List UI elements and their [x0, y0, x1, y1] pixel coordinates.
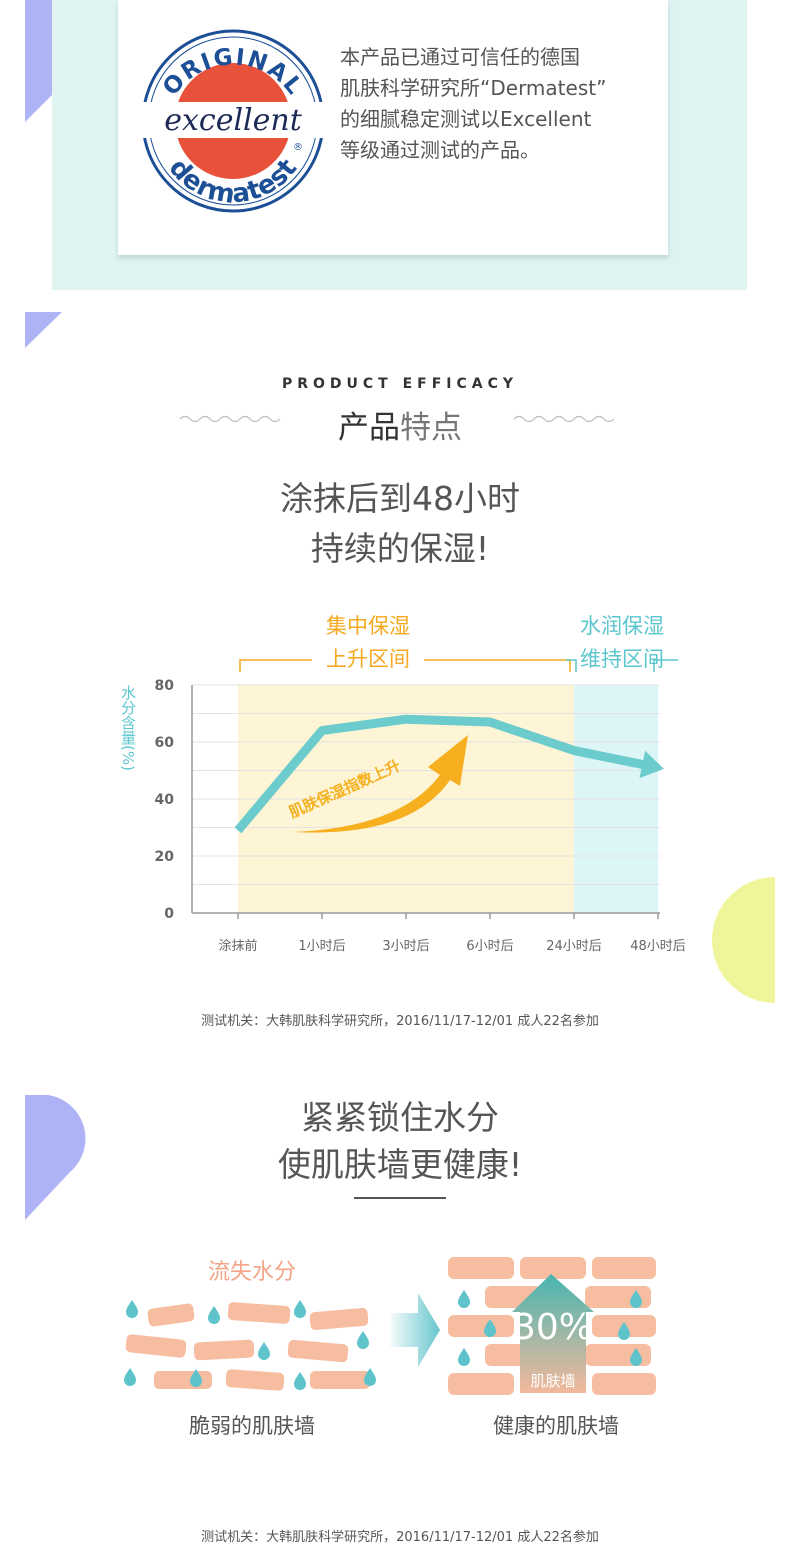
brick [520, 1257, 586, 1279]
moisture-headline-line2: 持续的保湿! [310, 529, 490, 568]
chart-phase-label: 水润保湿 [580, 614, 664, 638]
boost-caption: 肌肤墙 [530, 1372, 576, 1390]
brick [147, 1303, 195, 1327]
transition-arrow [390, 1293, 440, 1367]
brick [448, 1257, 514, 1279]
seal-middle-text: excellent [164, 103, 302, 138]
brick [310, 1371, 370, 1389]
chart-y-tick-label: 40 [155, 792, 175, 808]
yellow-half-circle [712, 877, 775, 1003]
purple-triangle-mid [25, 312, 62, 348]
wave-divider-left [179, 415, 281, 423]
healthy-skin-wall [448, 1257, 656, 1395]
weak-wall-label: 脆弱的肌肤墙 [189, 1414, 315, 1438]
moisture-chart: 0 20 40 60 80 水分含量(%) 涂抹前 1小时后 3小时后 6小时后 24小时后 48小时… [119, 614, 686, 954]
seal-middle-band [141, 102, 325, 138]
moisture-loss-label: 流失水分 [207, 1260, 296, 1285]
chart-phase-label: 集中保湿 [326, 614, 410, 638]
chart-x-tick-label: 24小时后 [546, 939, 602, 954]
chart-rise-arrow [292, 735, 468, 833]
chart-phase-label: 维持区间 [580, 647, 664, 671]
brick [309, 1307, 369, 1331]
purple-triangle-top [25, 0, 52, 122]
healthy-wall-label: 健康的肌肤墙 [493, 1414, 619, 1438]
chart-y-tick-label: 80 [155, 678, 175, 694]
section-eyebrow: PRODUCT EFFICACY [281, 376, 519, 392]
chart-phase-bracket [566, 659, 678, 672]
moisture-headline-line1: 涂抹后到48小时 [280, 479, 520, 518]
dermatest-seal: ORIGINAL excellent dermatest ® [141, 29, 325, 213]
boost-value: 30% [512, 1307, 593, 1348]
certificate-line: 等级通过测试的产品。 [340, 138, 540, 162]
brick [287, 1339, 349, 1363]
chart-x-tick-label: 3小时后 [382, 939, 429, 954]
chart-phase-label: 上升区间 [326, 647, 410, 671]
chart-y-tick-label: 20 [155, 849, 175, 865]
chart-x-tick-label: 1小时后 [298, 939, 345, 954]
skin-wall-illustration [124, 1257, 656, 1395]
chart-x-tick-label: 6小时后 [466, 939, 513, 954]
chart-x-tick-label: 48小时后 [630, 939, 686, 954]
section-title-light: 特点 [400, 410, 462, 446]
section-title-bold: 产品 [338, 410, 400, 446]
chart-series-arrowhead [639, 750, 664, 779]
wall-headline: 紧紧锁住水分 使肌肤墙更健康! [0, 1094, 800, 1188]
brick [154, 1371, 212, 1389]
brick [448, 1373, 514, 1395]
headline-underline [354, 1197, 446, 1199]
brick [448, 1315, 514, 1337]
moisture-headline: 涂抹后到48小时 持续的保湿! [0, 474, 800, 574]
chart-series-line [234, 714, 659, 834]
wave-divider-right [513, 415, 615, 423]
brick [193, 1339, 255, 1361]
purple-leaf-shape [25, 1095, 86, 1220]
wall-headline-line2: 使肌肤墙更健康! [277, 1145, 523, 1184]
chart-source-note: 测试机关：大韩肌肤科学研究所，2016/11/17-12/01 成人22名参加 [201, 1014, 599, 1029]
chart-y-tick-label: 60 [155, 735, 175, 751]
brick [592, 1257, 656, 1279]
certificate-line: 肌肤科学研究所“Dermatest” [340, 76, 607, 100]
certificate-line: 的细腻稳定测试以Excellent [340, 107, 592, 131]
chart-x-tick-label: 涂抹前 [218, 938, 257, 954]
wall-headline-line1: 紧紧锁住水分 [301, 1098, 499, 1137]
brick [225, 1369, 285, 1391]
chart-y-axis-label: 水分含量(%) [119, 685, 137, 771]
brick [592, 1373, 656, 1395]
certificate-line: 本产品已通过可信任的德国 [340, 45, 580, 69]
seal-registered-mark: ® [293, 142, 303, 153]
brick [125, 1334, 187, 1358]
chart-y-tick-label: 0 [164, 906, 174, 922]
brick [227, 1302, 291, 1324]
boost-arrow [512, 1274, 594, 1393]
section-title: 产品特点 [0, 402, 800, 447]
weak-skin-wall [124, 1300, 376, 1391]
certificate-description: 本产品已通过可信任的德国 肌肤科学研究所“Dermatest” 的细腻稳定测试以… [340, 42, 660, 166]
bottom-source-note: 测试机关：大韩肌肤科学研究所，2016/11/17-12/01 成人22名参加 [201, 1530, 599, 1545]
